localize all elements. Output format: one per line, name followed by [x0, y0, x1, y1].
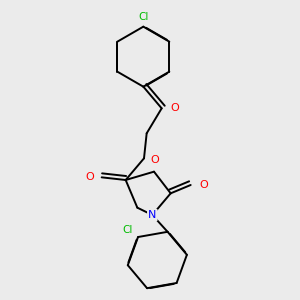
Text: Cl: Cl: [122, 225, 133, 235]
Text: O: O: [199, 180, 208, 190]
Text: Cl: Cl: [138, 12, 148, 22]
Text: O: O: [85, 172, 94, 182]
Text: N: N: [148, 210, 157, 220]
Text: O: O: [170, 103, 179, 113]
Text: O: O: [150, 155, 159, 165]
